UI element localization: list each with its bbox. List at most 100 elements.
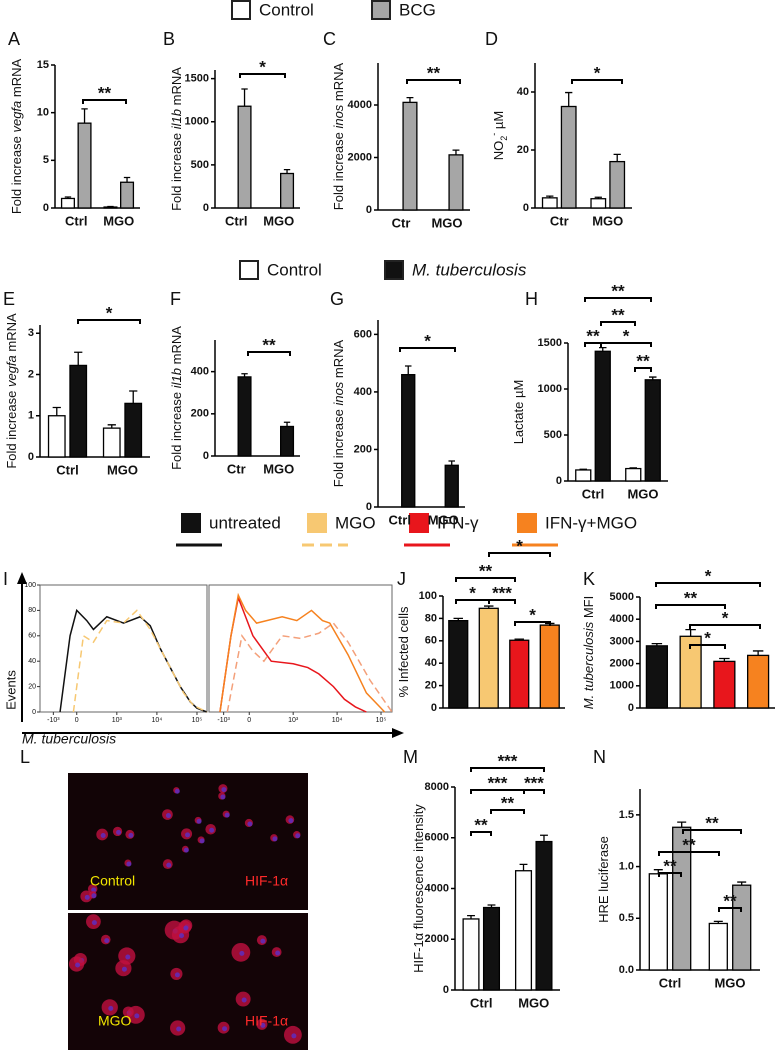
nucleus [220,794,226,800]
legend-label: IFN-γ+MGO [545,513,637,532]
y-tick-label: 0.5 [619,912,634,924]
y-axis-label-part: mRNA [9,58,24,100]
y-tick-label: 1.5 [619,809,634,821]
significance-label: ** [636,351,650,370]
histogram-line [226,622,393,713]
panel-letter: I [3,569,8,589]
significance-label: *** [492,583,512,602]
x-tick-label: Ctrl [65,213,87,228]
significance-bracket [689,644,726,649]
significance-bracket [406,79,461,84]
x-tick-label: Ctr [392,215,411,230]
y-tick-label: 3000 [610,635,634,647]
significance-bracket [77,319,141,324]
y-tick-label: 400 [191,366,209,378]
y-axis-label: Fold increase il1b mRNA [169,67,184,211]
y-axis-label-part: mRNA [169,67,184,109]
bar [575,469,592,482]
y-axis-label-part: M. tuberculosis [581,621,596,709]
error-bar [467,915,475,919]
panel-letter: A [8,29,20,49]
y-tick-label: 1.0 [619,860,634,872]
nucleus [128,832,134,838]
y-tick-label: 10 [37,107,49,119]
x-tick-label: MGO [592,213,623,228]
x-tick-label: MGO [263,213,294,228]
significance-bracket [584,297,652,302]
error-bar [81,108,88,124]
error-bar [241,88,248,107]
y-axis-label-part: Fold increase [331,129,346,211]
error-bar [752,650,764,656]
error-bar [514,638,524,641]
nucleus [134,1013,140,1019]
y-tick-label: 2000 [610,658,634,670]
bar [448,619,469,709]
nucleus [100,833,106,839]
y-axis-label-part: inos [331,104,346,128]
nucleus [260,1022,266,1028]
x-tick-label: -10³ [47,717,60,724]
x-tick-label: -10³ [217,717,230,724]
legend-label: IFN-γ [437,513,479,532]
y-tick-label: 1000 [610,680,634,692]
significance-label: ** [98,83,112,102]
panel-letter: J [397,569,406,589]
significance-bracket [82,99,127,104]
y-tick-label: 0 [203,202,209,214]
micrograph-control [68,773,308,910]
significance-label: *** [524,773,544,792]
significance-bracket [634,367,652,372]
y-tick-label: 8000 [425,781,449,793]
significance-label: * [424,331,431,350]
y-axis-label-part: mRNA [331,62,346,104]
nucleus [75,962,81,968]
bar [69,364,88,458]
error-bar [448,460,455,466]
y-tick-label: 2000 [425,933,449,945]
x-tick-label: MGO [428,512,459,527]
significance-label: ** [501,793,515,812]
image-label: Control [90,873,135,889]
error-bar [599,346,607,352]
error-bar [649,376,657,380]
significance-label: * [259,57,266,76]
nucleus [116,829,122,835]
y-tick-label: 400 [354,386,372,398]
error-bar [519,863,528,871]
bar [594,350,611,482]
y-axis-label: Fold increase il1b mRNA [169,326,184,470]
significance-bracket [655,604,726,609]
bar [509,639,530,709]
y-axis-label-part: inos [331,381,346,405]
significance-label: ** [705,813,719,832]
panel-letter: E [3,289,15,309]
bar [401,374,416,508]
y-tick-label: 4000 [348,99,372,111]
legend-swatch [231,0,251,20]
y-tick-label: 20 [517,144,529,156]
nucleus [209,827,215,833]
histogram-line [72,609,208,713]
y-tick-label: 80 [28,607,36,614]
x-tick-label: MGO [714,975,745,990]
y-tick-label: 3 [28,327,34,339]
y-tick-label: 0 [443,984,449,996]
y-tick-label: 60 [425,635,437,647]
error-bar [546,195,554,198]
error-bar [651,642,663,646]
significance-bracket [490,809,525,814]
error-bar [241,373,248,377]
y-axis-label: Events [3,670,18,710]
error-bar [487,904,496,908]
significance-bracket [600,321,636,326]
x-tick-label: 0 [247,717,251,724]
plot-frame [208,584,393,713]
y-axis-label-part: Fold increase [169,388,184,470]
error-bar [452,149,460,155]
y-tick-label: 20 [28,683,36,690]
x-tick-label: 10³ [288,717,299,724]
error-bar [283,421,291,427]
y-axis-label-part: HRE luciferase [596,836,611,923]
y-tick-label: 500 [191,159,209,171]
